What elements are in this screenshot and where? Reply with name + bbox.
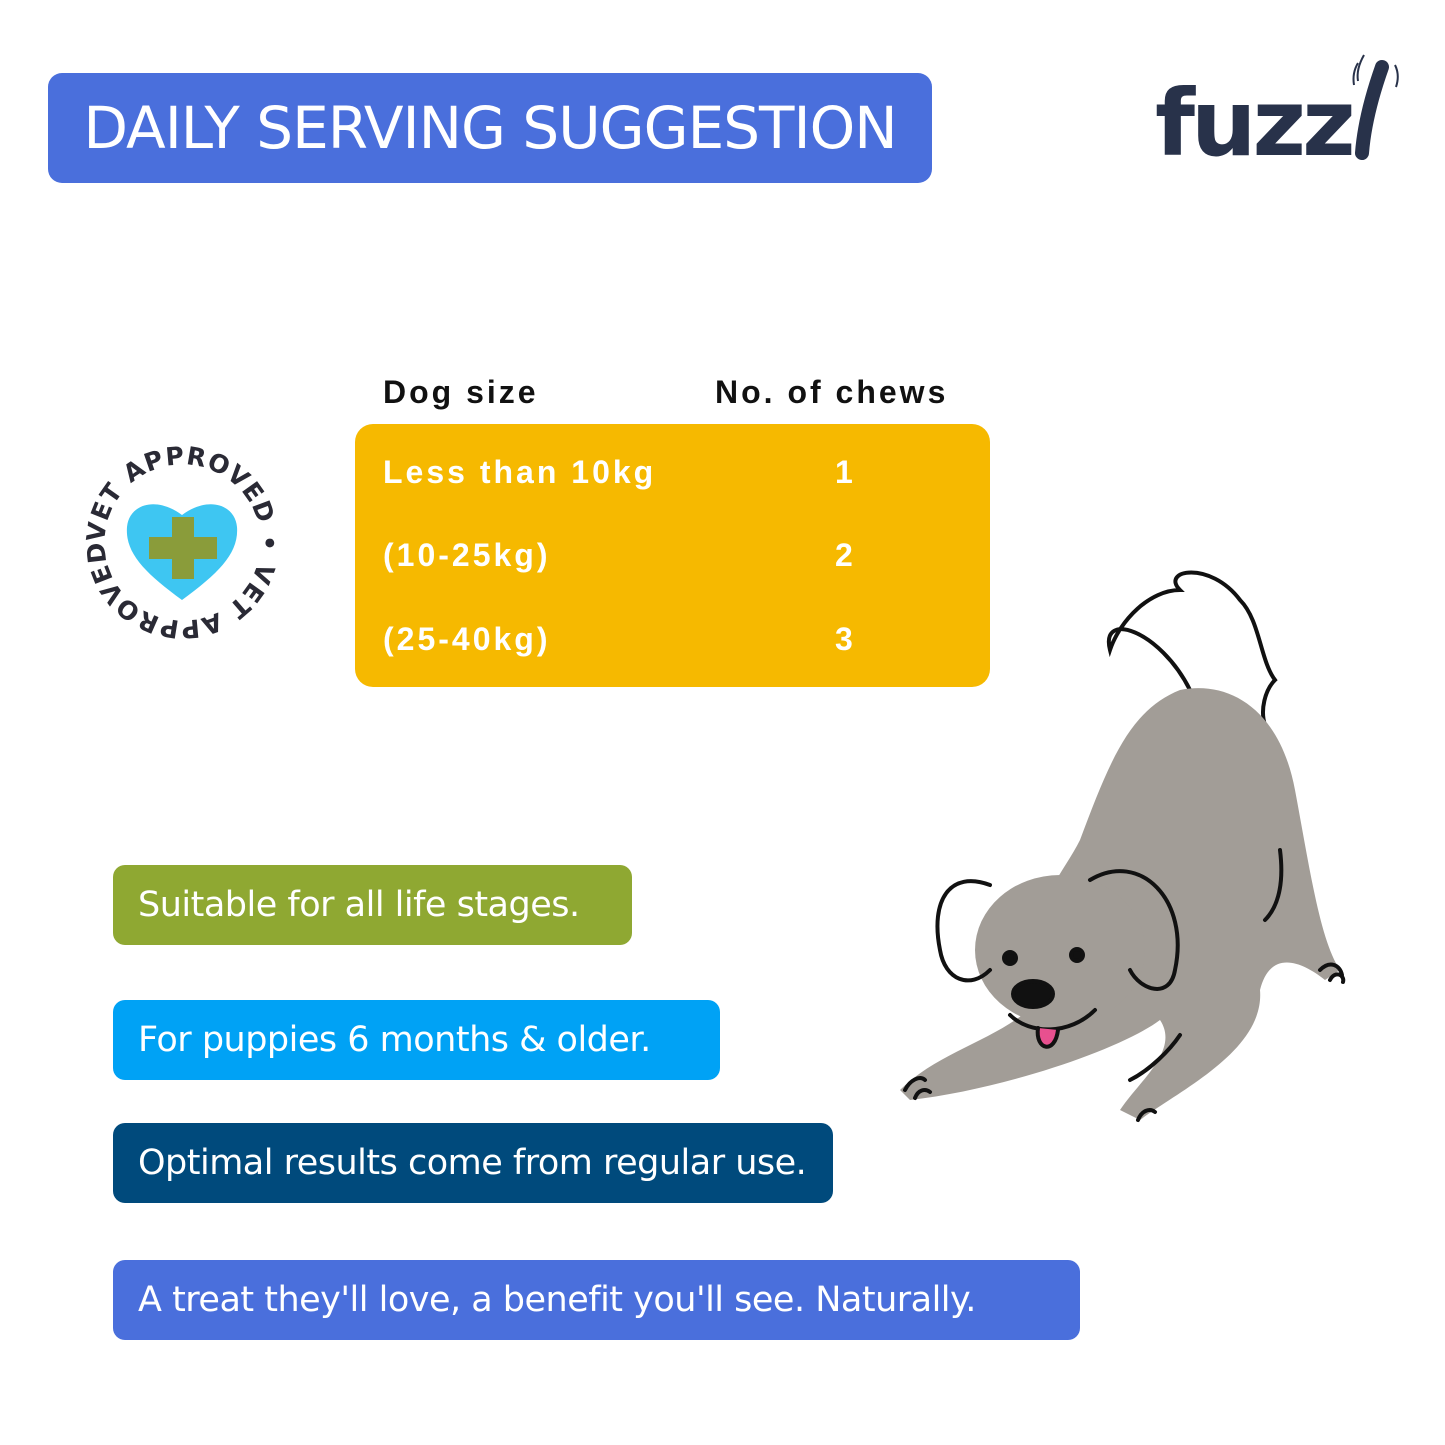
page-title: DAILY SERVING SUGGESTION <box>48 73 932 183</box>
row-chews: 2 <box>835 537 856 573</box>
note-regular-use: Optimal results come from regular use. <box>113 1123 833 1203</box>
row-chews: 1 <box>835 454 856 490</box>
vet-approved-badge: VET APPROVED • VET APPROVED • <box>77 422 283 644</box>
header-chews: No. of chews <box>715 374 949 410</box>
row-size: (25-40kg) <box>383 621 551 657</box>
note-puppies: For puppies 6 months & older. <box>113 1000 720 1080</box>
fuzzl-logo: fuzz <box>1150 45 1410 177</box>
svg-text:fuzz: fuzz <box>1155 70 1352 175</box>
row-size: (10-25kg) <box>383 537 551 573</box>
cross-icon <box>149 537 217 559</box>
note-life-stages: Suitable for all life stages. <box>113 865 632 945</box>
dog-illustration <box>880 550 1360 1160</box>
note-tagline: A treat they'll love, a benefit you'll s… <box>113 1260 1080 1340</box>
row-chews: 3 <box>835 621 856 657</box>
row-size: Less than 10kg <box>383 454 657 490</box>
serving-table: Less than 10kg 1 (10-25kg) 2 (25-40kg) 3 <box>355 424 990 687</box>
header-dog-size: Dog size <box>383 374 539 410</box>
